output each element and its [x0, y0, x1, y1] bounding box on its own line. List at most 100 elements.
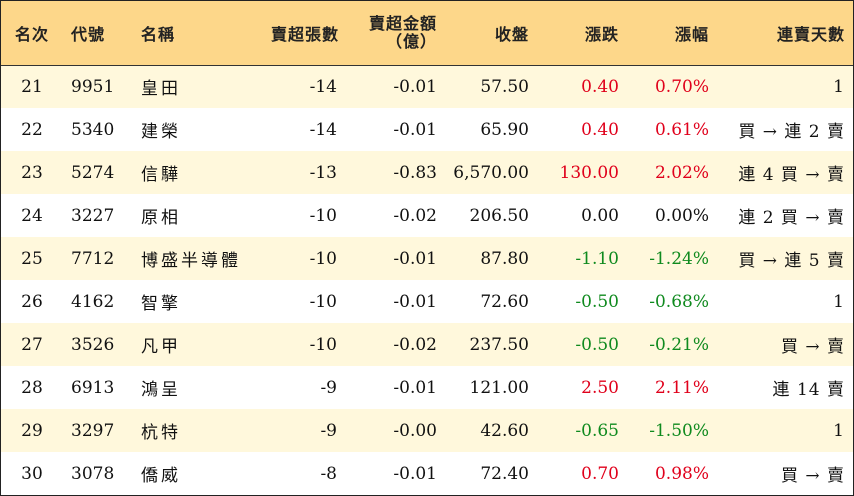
table-row: 24 3227 原相 -10 -0.02 206.50 0.00 0.00% 連 2 買 → 賣	[1, 194, 853, 237]
cell-sell-lots: -14	[309, 119, 337, 140]
cell-close: 57.50	[480, 76, 529, 97]
cell-sell-lots: -10	[309, 205, 337, 226]
cell-close: 121.00	[469, 377, 529, 398]
cell-change-pct: 0.98%	[654, 463, 709, 484]
header-close: 收盤	[494, 24, 529, 44]
cell-change-pct: -0.21%	[649, 334, 709, 355]
cell-rank: 30	[21, 463, 43, 484]
cell-streak: 買 → 賣	[780, 466, 845, 486]
table-body: 21 9951 皇田 -14 -0.01 57.50 0.40 0.70% 1 22 5340 建榮 -…	[1, 65, 853, 495]
cell-sell-lots: -10	[309, 248, 337, 269]
cell-name: 智擎	[141, 294, 181, 314]
header-sell-amount-line1: 賣超金額	[368, 13, 437, 33]
cell-rank: 28	[21, 377, 43, 398]
cell-rank: 23	[21, 162, 43, 183]
header-change-pct: 漲幅	[674, 24, 709, 44]
cell-rank: 22	[21, 119, 43, 140]
cell-code: 5274	[71, 162, 115, 183]
cell-name: 原相	[141, 208, 181, 228]
cell-streak: 買 → 連 5 賣	[738, 251, 845, 271]
cell-code: 3297	[71, 420, 115, 441]
cell-name: 僑威	[141, 466, 181, 486]
cell-name: 皇田	[141, 79, 181, 100]
cell-streak: 1	[833, 76, 845, 97]
cell-sell-amount: -0.02	[393, 205, 437, 226]
table-row: 27 3526 凡甲 -10 -0.02 237.50 -0.50 -0.21% 買 → 賣	[1, 323, 853, 366]
header-sell-amount: 賣超金額 （億）	[345, 1, 445, 65]
cell-change-pct: -1.24%	[649, 248, 709, 269]
cell-change-pct: -1.50%	[649, 420, 709, 441]
cell-sell-amount: -0.01	[393, 248, 437, 269]
cell-name: 鴻呈	[141, 380, 181, 400]
cell-code: 3526	[71, 334, 115, 355]
cell-sell-amount: -0.01	[393, 119, 437, 140]
header-rank: 名次	[14, 24, 49, 44]
cell-rank: 25	[21, 248, 43, 269]
cell-sell-lots: -14	[309, 76, 337, 97]
header-change: 漲跌	[584, 24, 619, 44]
table-row: 26 4162 智擎 -10 -0.01 72.60 -0.50 -0.68% 1	[1, 280, 853, 323]
cell-name: 杭特	[141, 423, 181, 443]
cell-close: 72.60	[480, 291, 529, 312]
cell-rank: 29	[21, 420, 43, 441]
cell-sell-amount: -0.83	[393, 162, 437, 183]
cell-change: -0.50	[575, 334, 619, 355]
table-row: 30 3078 僑威 -8 -0.01 72.40 0.70 0.98% 買 → 賣	[1, 452, 853, 495]
cell-rank: 27	[21, 334, 43, 355]
cell-change: 0.00	[581, 205, 619, 226]
cell-streak: 買 → 賣	[780, 337, 845, 357]
cell-close: 6,570.00	[453, 162, 529, 183]
cell-change-pct: 0.61%	[654, 119, 709, 140]
table-row: 22 5340 建榮 -14 -0.01 65.90 0.40 0.61% 買 → 連 2 賣	[1, 108, 853, 151]
cell-change-pct: 0.00%	[654, 205, 709, 226]
header-code: 代號	[71, 24, 106, 44]
cell-change: -0.65	[575, 420, 619, 441]
table-row: 29 3297 杭特 -9 -0.00 42.60 -0.65 -1.50% 1	[1, 409, 853, 452]
cell-sell-lots: -10	[309, 291, 337, 312]
cell-close: 206.50	[469, 205, 529, 226]
cell-rank: 24	[21, 205, 43, 226]
cell-sell-lots: -13	[309, 162, 337, 183]
table-row: 23 5274 信驊 -13 -0.83 6,570.00 130.00 2.02% 連 4 買…	[1, 151, 853, 194]
cell-code: 3227	[71, 205, 115, 226]
cell-sell-amount: -0.02	[393, 334, 437, 355]
cell-change-pct: 2.11%	[654, 377, 709, 398]
cell-sell-amount: -0.01	[393, 291, 437, 312]
cell-change: 2.50	[581, 377, 619, 398]
cell-sell-lots: -9	[320, 420, 337, 441]
cell-streak: 連 4 買 → 賣	[738, 165, 845, 185]
header-sell-lots: 賣超張數	[271, 24, 340, 44]
cell-rank: 26	[21, 291, 43, 312]
cell-sell-amount: -0.00	[393, 420, 437, 441]
cell-name: 信驊	[141, 165, 181, 185]
cell-code: 6913	[71, 377, 115, 398]
cell-close: 237.50	[469, 334, 529, 355]
cell-sell-amount: -0.01	[393, 76, 437, 97]
cell-code: 9951	[71, 76, 115, 97]
cell-code: 5340	[71, 119, 115, 140]
cell-code: 7712	[71, 248, 115, 269]
cell-change: 0.70	[581, 463, 619, 484]
header-name: 名稱	[141, 24, 176, 44]
table-row: 28 6913 鴻呈 -9 -0.01 121.00 2.50 2.11% 連 14 賣	[1, 366, 853, 409]
cell-change: 0.40	[581, 119, 619, 140]
cell-sell-lots: -10	[309, 334, 337, 355]
cell-close: 65.90	[480, 119, 529, 140]
cell-rank: 21	[21, 76, 43, 97]
header-sell-amount-line2: （億）	[385, 31, 437, 51]
cell-change: -0.50	[575, 291, 619, 312]
cell-change: 0.40	[581, 76, 619, 97]
header-streak: 連賣天數	[776, 24, 845, 44]
cell-sell-amount: -0.01	[393, 463, 437, 484]
cell-sell-amount: -0.01	[393, 377, 437, 398]
cell-code: 3078	[71, 463, 115, 484]
cell-streak: 買 → 連 2 賣	[738, 122, 845, 142]
table-row: 25 7712 博盛半導體 -10 -0.01 87.80 -1.10 -1.24% 買 → 連…	[1, 237, 853, 280]
cell-close: 87.80	[480, 248, 529, 269]
cell-name: 博盛半導體	[141, 251, 241, 271]
cell-name: 建榮	[141, 122, 181, 142]
cell-change-pct: 2.02%	[654, 162, 709, 183]
cell-streak: 連 2 買 → 賣	[738, 208, 845, 228]
